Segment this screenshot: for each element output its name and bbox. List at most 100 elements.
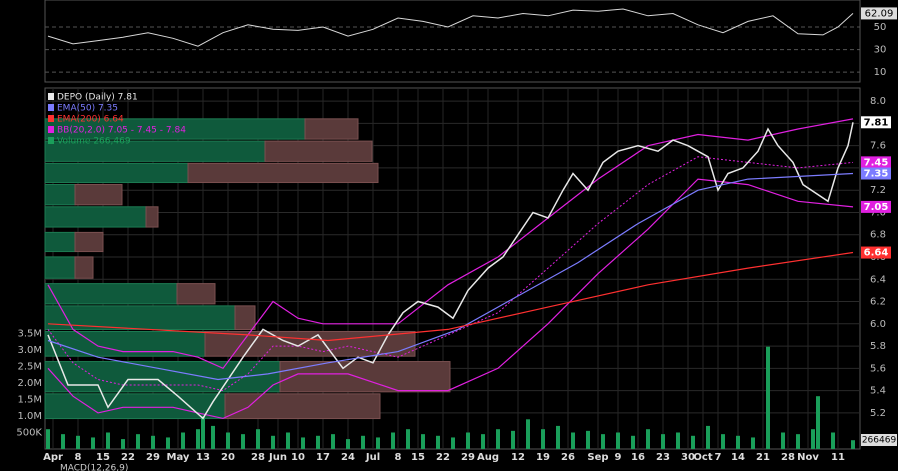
y-tick-label: 5.2	[870, 408, 886, 419]
profile-down-bar	[304, 118, 359, 140]
volume-bar	[811, 429, 815, 449]
ema-line	[47, 172, 854, 381]
volume-bar	[781, 432, 785, 449]
volume-bar	[181, 432, 185, 449]
volume-bar	[831, 432, 835, 449]
legend-swatch	[48, 93, 54, 100]
profile-down-bar	[74, 256, 94, 279]
value-tag	[861, 167, 891, 180]
volume-tag	[861, 434, 897, 446]
volume-bar	[556, 425, 560, 449]
volume-bar	[646, 429, 650, 449]
volume-bar	[436, 435, 440, 449]
value-tag-label: 7.45	[864, 157, 889, 168]
x-tick-label: Nov	[797, 452, 819, 463]
volume-bar	[241, 434, 245, 449]
volume-bar	[316, 435, 320, 449]
volume-bar	[601, 434, 605, 449]
volume-bar	[391, 432, 395, 449]
volume-bar	[721, 434, 725, 449]
profile-up-bar	[44, 305, 236, 330]
bollinger-lower	[47, 178, 854, 420]
x-tick-label: 22	[121, 452, 135, 463]
rsi-tick-label: 50	[874, 22, 887, 33]
volume-bar	[751, 437, 755, 449]
volume-bar	[151, 435, 155, 449]
profile-up-bar	[44, 283, 178, 305]
volume-bar	[121, 439, 125, 449]
x-tick-label: Apr	[43, 452, 63, 463]
value-tag	[861, 246, 891, 259]
rsi-tick-label: 10	[874, 67, 887, 78]
x-tick-label: 21	[756, 452, 770, 463]
volume-bar	[661, 434, 665, 449]
volume-bar	[816, 396, 820, 449]
volume-bar	[196, 429, 200, 449]
x-tick-label: 23	[656, 452, 670, 463]
legend-label: Volume 266,469	[57, 137, 131, 147]
legend-swatch	[48, 137, 54, 144]
value-tag-label: 7.81	[864, 117, 889, 128]
volume-bar	[136, 434, 140, 449]
y-tick-label: 7.2	[870, 185, 886, 196]
volume-bar	[766, 346, 770, 449]
bollinger-upper	[47, 118, 854, 370]
volume-bar	[406, 429, 410, 449]
volume-bar	[796, 434, 800, 449]
y-tick-label: 7.6	[870, 141, 886, 152]
legend-swatch	[48, 126, 54, 133]
volume-tick-label: 1.0M	[17, 411, 42, 422]
y-tick-label: 6.4	[870, 274, 886, 285]
y-tick-label: 6.0	[870, 319, 886, 330]
volume-bar	[201, 416, 205, 449]
volume-bar	[691, 435, 695, 449]
profile-up-bar	[44, 162, 189, 184]
x-tick-label: 19	[536, 452, 550, 463]
profile-up-bar	[44, 256, 76, 279]
x-tick-label: 28	[251, 452, 265, 463]
x-tick-label: 29	[461, 452, 475, 463]
volume-bar	[61, 434, 65, 449]
value-tag-label: 7.05	[864, 202, 889, 213]
volume-bar	[301, 437, 305, 449]
volume-bar	[676, 432, 680, 449]
volume-bar	[211, 425, 215, 449]
volume-bar	[631, 435, 635, 449]
volume-tick-label: 2.5M	[17, 362, 42, 373]
x-tick-label: 22	[436, 452, 450, 463]
x-tick-label: 14	[731, 452, 745, 463]
x-tick-label: 12	[511, 452, 525, 463]
bollinger-middle	[47, 156, 854, 392]
profile-down-bar	[74, 184, 123, 206]
x-tick-label: 15	[96, 452, 110, 463]
y-tick-label: 8.0	[870, 96, 886, 107]
x-tick-label: 13	[196, 452, 210, 463]
volume-tick-label: 500K	[16, 428, 42, 439]
volume-bar	[451, 437, 455, 449]
profile-down-bar	[234, 305, 256, 330]
volume-bar	[376, 437, 380, 449]
volume-tick-label: 3.0M	[17, 345, 42, 356]
value-tag	[861, 116, 891, 129]
volume-bar	[166, 437, 170, 449]
profile-up-bar	[44, 231, 76, 253]
y-tick-label: 6.8	[870, 230, 886, 241]
rsi-tick-label: 30	[874, 45, 887, 56]
x-tick-label: 17	[316, 452, 330, 463]
value-tag-label: 6.64	[864, 248, 889, 259]
volume-bar	[256, 429, 260, 449]
x-tick-label: 24	[341, 452, 355, 463]
volume-bar	[106, 432, 110, 449]
legend-swatch	[48, 115, 54, 122]
profile-down-bar	[264, 140, 373, 162]
volume-bar	[526, 419, 530, 449]
footer-label: MACD(12,26,9)	[60, 464, 128, 471]
x-tick-label: 20	[221, 452, 235, 463]
profile-down-bar	[74, 231, 104, 253]
volume-bar	[511, 430, 515, 449]
profile-up-bar	[44, 184, 76, 206]
volume-tick-label: 2.0M	[17, 378, 42, 389]
value-tag	[861, 200, 891, 213]
x-tick-label: 16	[631, 452, 645, 463]
